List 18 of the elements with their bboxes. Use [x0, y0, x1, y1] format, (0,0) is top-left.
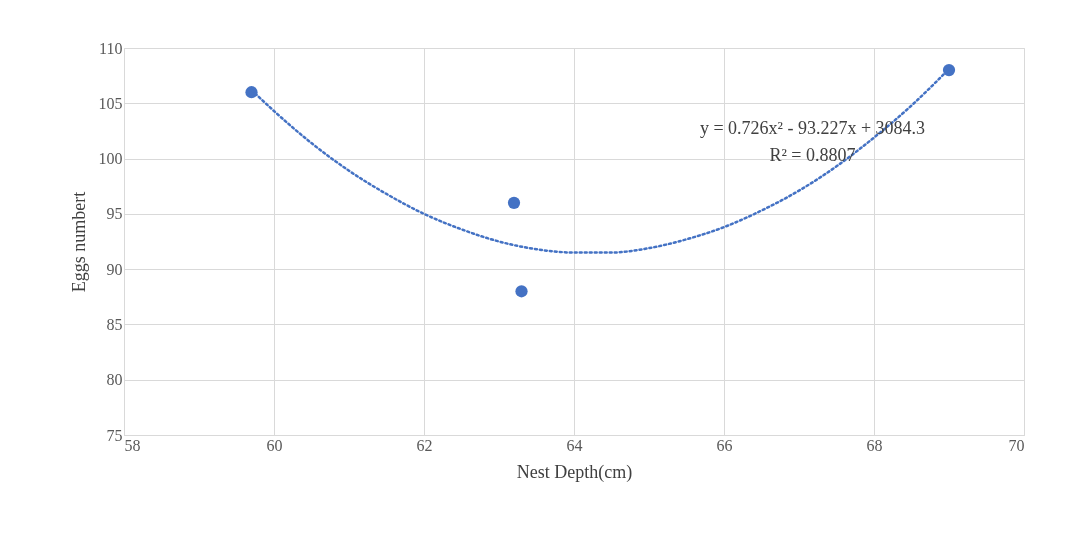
y-tick-label: 85 [106, 315, 123, 333]
x-axis-title: Nest Depth(cm) [516, 461, 633, 483]
y-tick-label: 80 [106, 371, 123, 389]
x-tick-label: 58 [124, 436, 141, 454]
y-tick-label: 105 [98, 94, 123, 112]
y-tick-label: 110 [99, 39, 123, 57]
y-tick-label: 75 [106, 426, 123, 444]
y-tick-label: 100 [98, 150, 123, 168]
x-tick-label: 64 [566, 436, 583, 454]
y-tick-label: 95 [106, 205, 123, 223]
y-axis-title: Eggs numbert [68, 191, 89, 293]
annotation: R² = 0.8807 [769, 145, 856, 166]
y-tick-label: 90 [106, 260, 123, 278]
x-tick-label: 62 [416, 436, 433, 454]
x-tick-label: 68 [866, 436, 883, 454]
x-tick-label: 70 [1008, 436, 1025, 454]
x-tick-label: 66 [716, 436, 733, 454]
x-tick-label: 60 [266, 436, 283, 454]
